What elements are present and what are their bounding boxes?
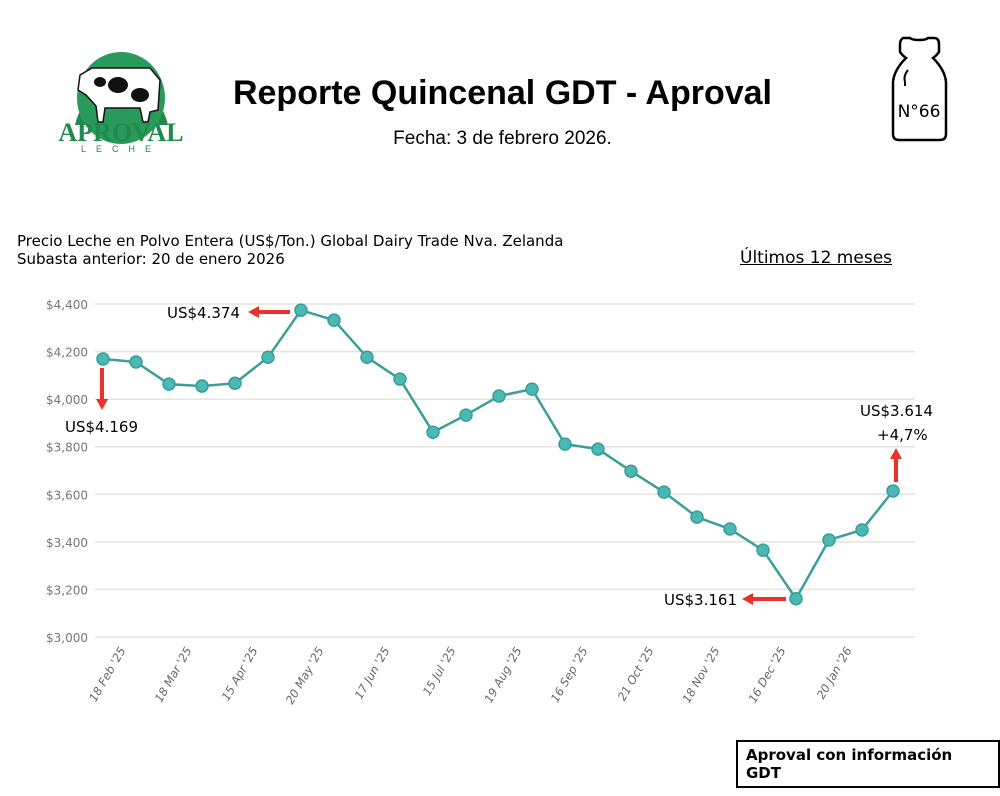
period-label: Últimos 12 meses xyxy=(740,248,893,268)
x-tick-label: 20 Jan '26 xyxy=(814,645,855,702)
annotation-last: US$3.614 xyxy=(860,402,933,420)
y-tick-label: $4,400 xyxy=(46,298,88,312)
logo-text: APROVAL xyxy=(58,118,183,147)
data-point xyxy=(789,591,803,606)
chart-subtitle: Subasta anterior: 20 de enero 2026 xyxy=(17,250,285,268)
data-point xyxy=(294,303,308,317)
data-point xyxy=(855,523,869,537)
aproval-logo: APROVAL LECHE xyxy=(58,32,184,154)
y-tick-label: $3,200 xyxy=(46,583,88,597)
x-tick-label: 15 Jul '25 xyxy=(420,645,459,698)
down-arrow-icon xyxy=(96,368,108,410)
y-tick-label: $3,800 xyxy=(46,441,88,455)
annotations: US$4.169 US$4.374 US$3.161 US$3.614 +4,7… xyxy=(65,304,933,609)
data-point xyxy=(96,352,110,366)
data-point xyxy=(261,350,275,365)
data-point xyxy=(459,408,473,422)
data-point xyxy=(393,372,407,386)
annotation-max: US$4.374 xyxy=(167,304,240,322)
y-tick-label: $4,000 xyxy=(46,393,88,407)
data-point xyxy=(886,484,900,498)
y-tick-label: $3,400 xyxy=(46,536,88,550)
annotation-first: US$4.169 xyxy=(65,418,138,436)
up-arrow-icon xyxy=(890,448,902,482)
x-tick-label: 16 Dec '25 xyxy=(745,645,788,706)
data-point xyxy=(195,379,209,393)
data-point xyxy=(327,313,341,327)
annotation-last-change: +4,7% xyxy=(877,426,928,444)
x-tick-label: 15 Apr '25 xyxy=(219,645,261,704)
series-line xyxy=(102,308,895,602)
data-point xyxy=(756,543,770,557)
x-tick-label: 18 Mar '25 xyxy=(152,645,195,705)
data-point xyxy=(624,464,638,478)
left-arrow-icon xyxy=(742,593,786,605)
y-tick-label: $4,200 xyxy=(46,346,88,360)
data-point xyxy=(690,510,704,524)
data-point xyxy=(162,377,176,391)
annotation-min: US$3.161 xyxy=(664,591,737,609)
x-tick-label: 20 May '25 xyxy=(283,645,327,707)
data-point xyxy=(723,522,737,536)
x-tick-label: 18 Feb '25 xyxy=(86,645,128,705)
x-tick-label: 16 Sep '25 xyxy=(548,645,591,705)
source-note: Aproval con información GDT xyxy=(736,740,1000,788)
data-point xyxy=(558,437,572,451)
data-point xyxy=(525,382,539,396)
x-tick-label: 17 Jun '25 xyxy=(352,645,393,702)
data-point xyxy=(492,389,506,403)
chart-title: Precio Leche en Polvo Entera (US$/Ton.) … xyxy=(17,232,564,250)
logo-subtext: LECHE xyxy=(81,144,161,154)
issue-number: N°66 xyxy=(898,102,941,122)
data-point xyxy=(360,350,374,365)
y-tick-label: $3,000 xyxy=(46,631,88,645)
data-point xyxy=(822,533,836,547)
y-tick-label: $3,600 xyxy=(46,488,88,502)
x-tick-label: 18 Nov '25 xyxy=(679,645,722,706)
x-tick-label: 21 Oct '25 xyxy=(615,645,657,704)
data-point xyxy=(228,376,242,390)
data-point xyxy=(426,425,440,439)
milk-bottle-icon: N°66 xyxy=(891,36,948,142)
page-title: Reporte Quincenal GDT - Aproval xyxy=(232,74,773,112)
data-point xyxy=(591,442,605,456)
data-point xyxy=(657,485,671,499)
report-date: Fecha: 3 de febrero 2026. xyxy=(393,128,612,149)
data-point xyxy=(129,355,143,369)
x-tick-label: 19 Aug '25 xyxy=(481,645,524,706)
left-arrow-icon xyxy=(248,306,290,318)
